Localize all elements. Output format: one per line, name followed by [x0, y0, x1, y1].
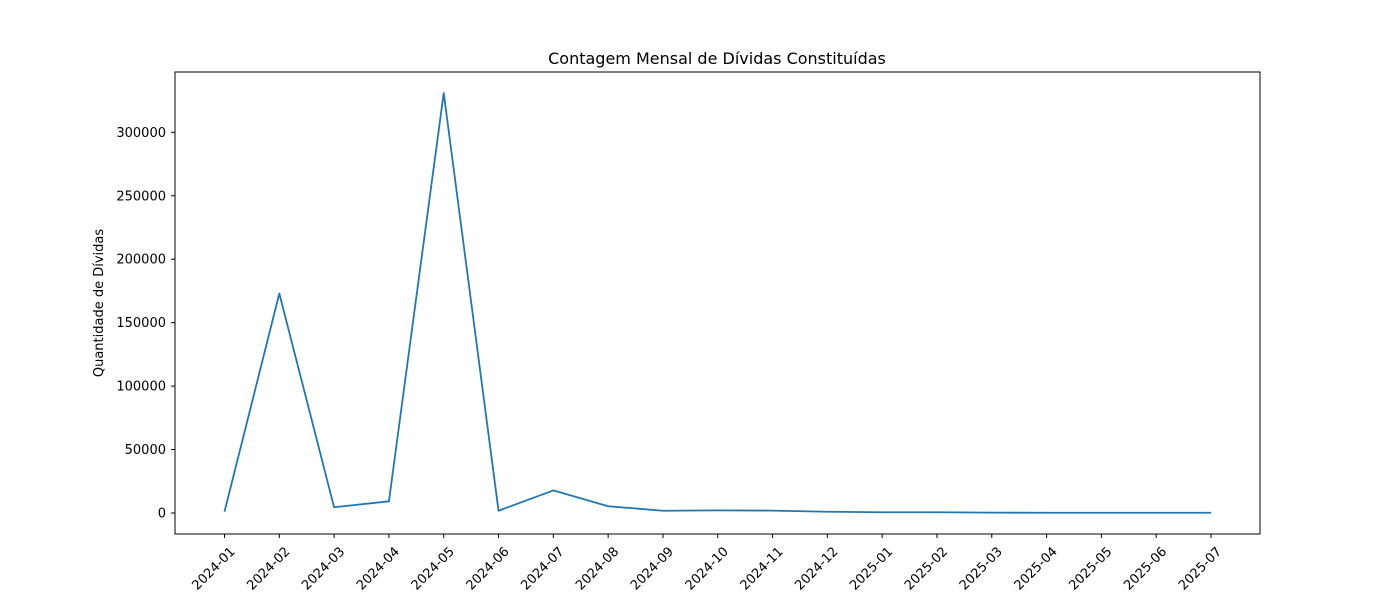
- y-axis-label: Quantidade de Dívidas: [92, 229, 107, 378]
- series-layer: [223, 92, 1211, 514]
- plot-frame: [174, 71, 1261, 535]
- y-tick-label: 200000: [116, 253, 166, 268]
- y-tick-label: 0: [158, 507, 166, 522]
- y-axis: 0 50000 100000 150000 200000 250000 300000: [116, 126, 175, 522]
- chart-title: Contagem Mensal de Dívidas Constituídas: [548, 49, 886, 68]
- y-tick-label: 100000: [116, 380, 166, 395]
- y-tick-label: 150000: [116, 316, 166, 331]
- y-tick-label: 250000: [116, 189, 166, 204]
- y-tick-label: 50000: [125, 443, 166, 458]
- y-tick-label: 300000: [116, 126, 166, 141]
- series-line: [223, 92, 1211, 514]
